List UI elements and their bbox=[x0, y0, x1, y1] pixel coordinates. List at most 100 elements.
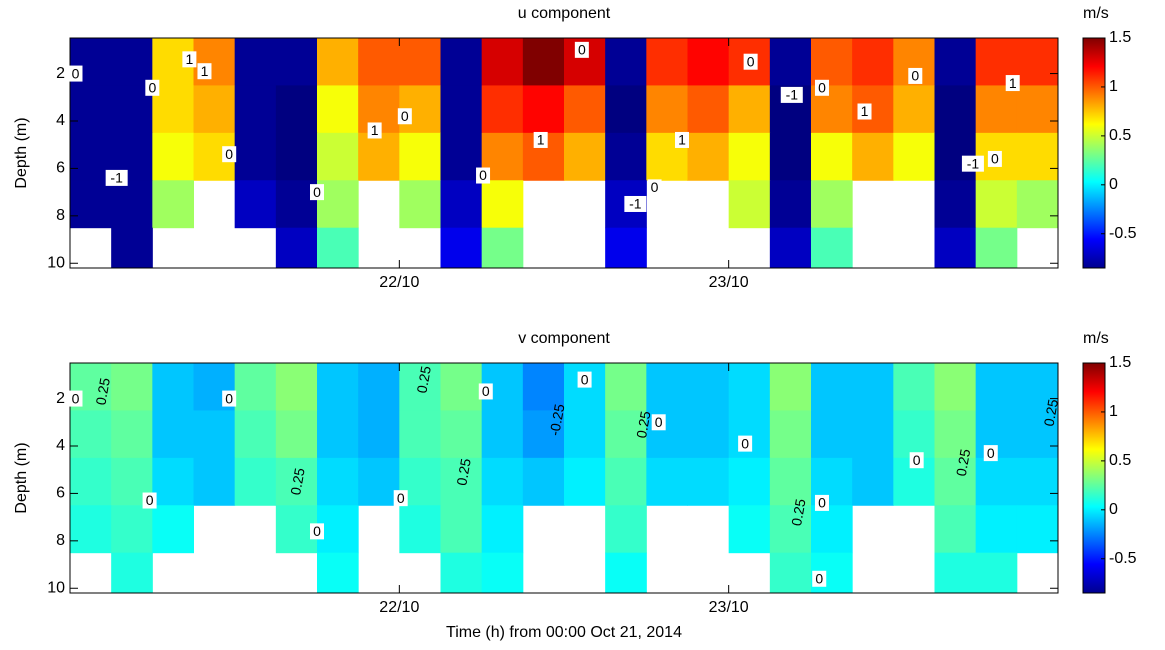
heatmap-cell bbox=[481, 410, 524, 459]
colorbar bbox=[1082, 37, 1106, 269]
contour-label: 1 bbox=[367, 122, 382, 139]
heatmap-cell bbox=[152, 132, 194, 181]
heatmap-cell bbox=[893, 363, 935, 411]
contour-label-text: 0.25 bbox=[953, 448, 974, 478]
heatmap-cell bbox=[522, 457, 565, 506]
heatmap-cell bbox=[275, 132, 318, 181]
y-axis-label: Depth (m) bbox=[13, 442, 30, 513]
contour-label: 0.25 bbox=[287, 466, 308, 496]
contour-label-box bbox=[577, 371, 592, 388]
heatmap-cell bbox=[358, 410, 400, 459]
heatmap-cell bbox=[111, 552, 153, 594]
contour-label: -1 bbox=[780, 87, 803, 103]
contour-label: 0 bbox=[478, 383, 493, 400]
contour-label: 1 bbox=[182, 51, 197, 68]
contour-label-box bbox=[814, 79, 829, 96]
contour-label: 0 bbox=[68, 390, 83, 407]
colorbar-tick-label: 0.5 bbox=[1109, 452, 1131, 469]
contour-label: 1 bbox=[197, 63, 212, 80]
heatmap-cell bbox=[481, 227, 524, 269]
heatmap-cell bbox=[399, 38, 441, 86]
contour-label-box bbox=[68, 390, 83, 407]
heatmap-cell bbox=[481, 457, 524, 506]
contour-label-text: 1 bbox=[201, 63, 209, 79]
colorbar-tick-label: 0 bbox=[1109, 501, 1118, 518]
y-tick-label: 6 bbox=[56, 160, 65, 177]
contour-label-box bbox=[478, 383, 493, 400]
heatmap-cell bbox=[975, 552, 1018, 594]
y-tick-label: 4 bbox=[56, 112, 65, 129]
contour-label: 0.25 bbox=[633, 410, 654, 440]
contour-label-text: 1 bbox=[185, 51, 193, 67]
contour-label-box bbox=[814, 494, 829, 511]
contour-label-text: 0 bbox=[225, 146, 233, 162]
heatmap-cell bbox=[893, 132, 935, 181]
contour-label-text: 0 bbox=[479, 167, 487, 183]
contour-label-box bbox=[738, 435, 753, 452]
contour-label-box bbox=[675, 131, 690, 148]
contour-label-text: 0.25 bbox=[453, 457, 474, 487]
contour-label-text: 1 bbox=[537, 132, 545, 148]
heatmap-cell bbox=[687, 457, 730, 506]
contour-label-box bbox=[476, 167, 491, 184]
contour-label: 0 bbox=[574, 41, 589, 58]
contour-label-box bbox=[310, 523, 324, 540]
heatmap-cell bbox=[317, 85, 359, 134]
heatmap-cell bbox=[564, 457, 606, 506]
heatmap-cell bbox=[852, 132, 894, 181]
heatmap-cell bbox=[1016, 410, 1059, 459]
contour-label-box bbox=[574, 41, 589, 58]
heatmap-cell bbox=[605, 38, 647, 86]
contour-label-box bbox=[142, 492, 157, 509]
heatmap-cell bbox=[111, 227, 153, 269]
heatmap-cell bbox=[687, 85, 730, 134]
heatmap-cell bbox=[769, 552, 812, 594]
heatmap-cell bbox=[852, 457, 894, 506]
colorbar-tick-label: 1 bbox=[1109, 78, 1118, 95]
heatmap-cell bbox=[975, 505, 1018, 554]
contour-label-text: -1 bbox=[629, 196, 642, 212]
heatmap-cell bbox=[440, 38, 483, 86]
heatmap-cell bbox=[440, 363, 483, 411]
heatmap-cell bbox=[152, 505, 194, 554]
heatmap-cell bbox=[893, 85, 935, 134]
contour-label-box bbox=[909, 452, 924, 469]
heatmap-cell bbox=[852, 410, 894, 459]
contour-label-box bbox=[397, 108, 412, 125]
heatmap-cell bbox=[111, 363, 153, 411]
contour-label: 1 bbox=[1005, 75, 1020, 92]
contour-label-text: 0 bbox=[655, 414, 663, 430]
colorbar-label: m/s bbox=[1083, 5, 1109, 22]
heatmap-cell bbox=[522, 410, 565, 459]
heatmap-cell bbox=[317, 363, 359, 411]
y-tick-label: 2 bbox=[56, 390, 65, 407]
heatmap-cell bbox=[275, 410, 318, 459]
contour-label-box bbox=[961, 155, 984, 172]
contour-label-text: 0 bbox=[818, 79, 826, 95]
heatmap-cell bbox=[728, 180, 771, 229]
contour-label-text: 0 bbox=[651, 179, 659, 195]
heatmap-cell bbox=[646, 85, 688, 134]
contour-label: -0.25 bbox=[546, 403, 567, 437]
contour-label: 0.25 bbox=[1041, 398, 1062, 428]
heatmap-cell bbox=[1016, 363, 1059, 411]
heatmap-cell bbox=[605, 410, 647, 459]
contour-label-text: 0 bbox=[987, 445, 995, 461]
heatmap-cell bbox=[111, 180, 153, 229]
contour-label-box bbox=[367, 122, 382, 139]
heatmap-cell bbox=[399, 180, 441, 229]
colorbar-tick-label: 1.5 bbox=[1109, 354, 1131, 371]
heatmap-cell bbox=[811, 505, 853, 554]
heatmap-cell bbox=[275, 363, 318, 411]
contour-label-text: 0 bbox=[397, 490, 405, 506]
contour-label: 0 bbox=[909, 452, 924, 469]
contour-label-text: 0 bbox=[401, 108, 409, 124]
heatmap-cell bbox=[234, 132, 277, 181]
heatmap-cell bbox=[769, 457, 812, 506]
heatmap-cell bbox=[152, 180, 194, 229]
contour-label-box bbox=[812, 570, 827, 587]
contour-label-text: 0 bbox=[482, 383, 490, 399]
heatmap-cell bbox=[934, 363, 977, 411]
y-tick-label: 2 bbox=[56, 65, 65, 82]
